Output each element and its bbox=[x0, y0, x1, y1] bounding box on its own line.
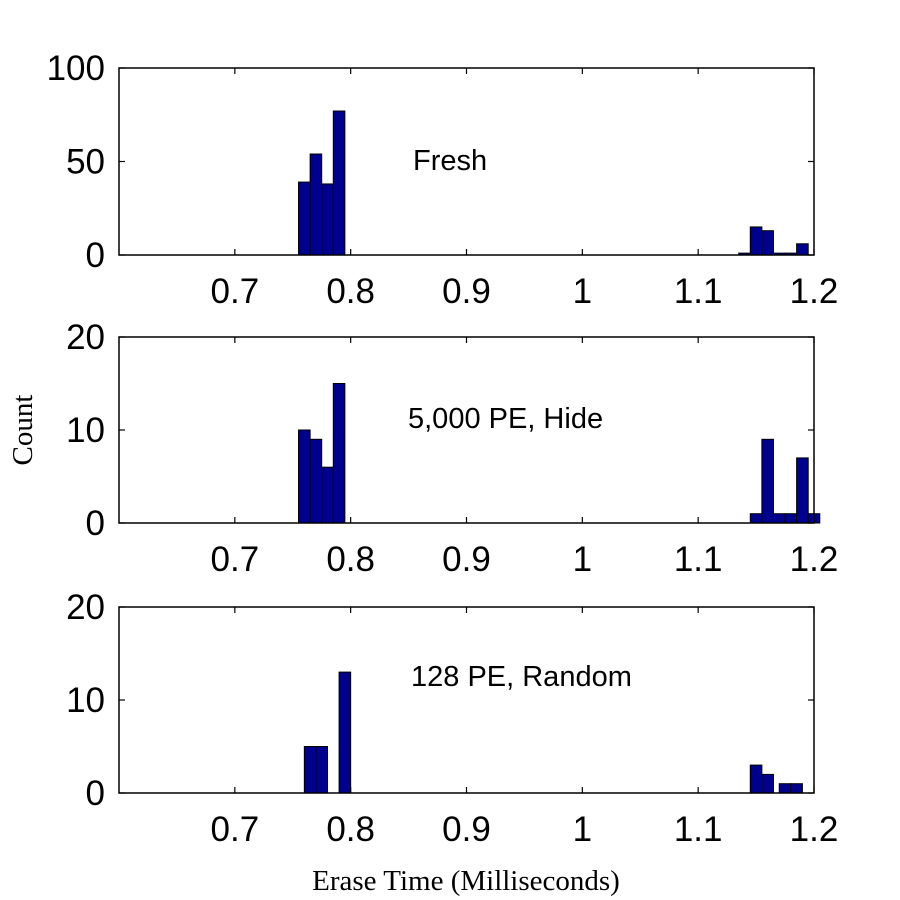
x-tick-label: 0.8 bbox=[326, 272, 375, 311]
panel-fresh: 0.7 0.8 0.9 1 1.1 1.2 0 50 100 Fresh bbox=[47, 49, 839, 311]
x-tick-label: 1.1 bbox=[674, 810, 723, 849]
histogram-bar bbox=[749, 764, 763, 794]
x-axis-label: Erase Time (Milliseconds) bbox=[312, 865, 620, 897]
y-tick-label: 0 bbox=[86, 774, 105, 813]
histogram-bar bbox=[796, 457, 809, 524]
panel-random: 0.7 0.8 0.9 1 1.1 1.2 0 10 20 128 PE, Random bbox=[66, 588, 838, 849]
x-tick-label: 0.9 bbox=[442, 272, 491, 311]
x-tick-label: 0.9 bbox=[442, 810, 491, 849]
histogram-bar bbox=[321, 466, 334, 524]
histogram-bar bbox=[796, 243, 809, 256]
panel-annotation: 5,000 PE, Hide bbox=[408, 403, 603, 435]
x-tick-label: 1 bbox=[573, 810, 592, 849]
histogram-bar bbox=[784, 513, 798, 524]
y-tick-label: 10 bbox=[66, 681, 105, 720]
histogram-bar bbox=[298, 181, 311, 256]
y-tick-label: 50 bbox=[66, 143, 105, 182]
panel-annotation: Fresh bbox=[413, 145, 487, 177]
x-tick-label: 0.7 bbox=[211, 540, 260, 579]
x-tick-label: 0.7 bbox=[211, 810, 260, 849]
histogram-bar bbox=[338, 671, 352, 794]
x-tick-label: 1.1 bbox=[674, 540, 723, 579]
histogram-bar bbox=[790, 783, 803, 794]
histogram-bar bbox=[315, 746, 329, 794]
histogram-bar bbox=[761, 773, 774, 794]
y-tick-label: 20 bbox=[66, 318, 105, 357]
histogram-bar bbox=[749, 226, 763, 256]
panel-annotation: 128 PE, Random bbox=[411, 661, 632, 693]
histogram-bar bbox=[332, 383, 346, 524]
histogram-bar bbox=[321, 183, 334, 256]
y-tick-label: 20 bbox=[66, 588, 105, 627]
histogram-bar bbox=[332, 110, 346, 256]
axes-box bbox=[118, 606, 815, 794]
histogram-bar bbox=[761, 438, 774, 524]
x-tick-label: 1 bbox=[573, 272, 592, 311]
y-axis-label: Count bbox=[7, 395, 39, 466]
x-tick-label: 0.7 bbox=[211, 272, 260, 311]
x-tick-label: 0.9 bbox=[442, 540, 491, 579]
x-tick-label: 0.8 bbox=[326, 540, 375, 579]
x-tick-label: 1 bbox=[573, 540, 592, 579]
x-tick-label: 1.2 bbox=[790, 810, 839, 849]
histogram-bar bbox=[309, 153, 323, 256]
histogram-bar bbox=[761, 230, 774, 256]
x-tick-label: 1.2 bbox=[790, 540, 839, 579]
histogram-bar bbox=[749, 513, 763, 524]
x-tick-label: 1.2 bbox=[790, 272, 839, 311]
x-tick-label: 0.8 bbox=[326, 810, 375, 849]
y-tick-label: 100 bbox=[47, 49, 105, 88]
histogram-bar bbox=[772, 513, 786, 524]
y-tick-label: 0 bbox=[86, 236, 105, 275]
y-tick-label: 0 bbox=[86, 504, 105, 543]
histogram-bar bbox=[309, 438, 323, 524]
histogram-bar bbox=[303, 746, 317, 794]
histogram-bar bbox=[298, 429, 311, 524]
y-tick-label: 10 bbox=[66, 411, 105, 450]
x-tick-label: 1.1 bbox=[674, 272, 723, 311]
panel-hide: 0.7 0.8 0.9 1 1.1 1.2 0 10 20 5,000 PE, Hide bbox=[66, 318, 838, 579]
histogram-bar bbox=[778, 783, 792, 794]
